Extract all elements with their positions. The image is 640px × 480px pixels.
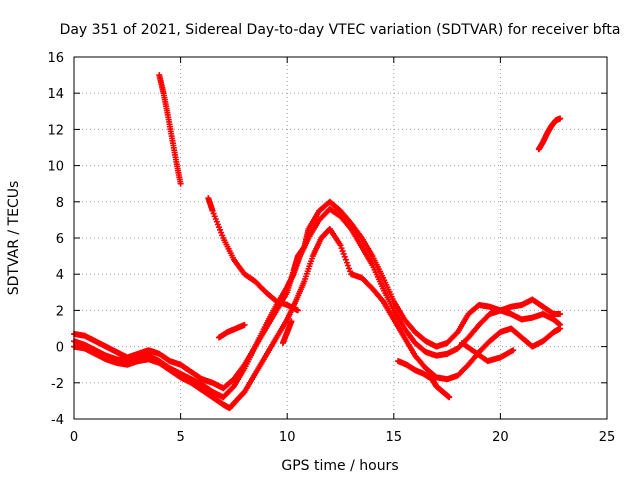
plot-frame [73,56,608,420]
x-tick-label: 20 [492,430,509,445]
y-tick-label: 0 [56,341,64,356]
series-track-5 [156,72,184,187]
y-tick-label: 16 [47,51,64,66]
x-axis-label: GPS time / hours [281,458,398,474]
y-tick-label: 14 [47,87,64,102]
series-track-2 [71,206,564,401]
data-point [347,268,354,275]
data-point [344,262,351,269]
y-tick-label: -4 [51,413,64,428]
x-tick-label: 5 [176,430,184,445]
data-point [177,180,184,187]
data-point [340,250,347,257]
y-tick-label: 2 [56,304,64,319]
series-track-7 [395,358,453,401]
y-tick-label: 6 [56,232,64,247]
x-tick-label: 10 [279,430,296,445]
data-point [341,253,348,260]
data-point [446,394,453,401]
data-point [557,115,564,122]
y-tick-label: 4 [56,268,64,283]
data-point [557,311,564,318]
x-tick-label: 0 [70,430,78,445]
series-track-3 [71,225,564,412]
data-points [71,72,564,412]
grid-lines [74,57,607,419]
data-point [557,325,564,332]
data-point [510,347,517,354]
data-point [338,245,345,252]
series-track-10 [459,339,517,365]
data-point [288,318,295,325]
data-point [294,307,301,314]
series-track-4 [205,195,301,314]
series-track-9 [215,321,248,341]
data-point [337,242,344,249]
data-point [339,248,346,255]
x-tick-labels: 0 5 10 15 20 25 [70,430,615,445]
x-tick-label: 25 [599,430,616,445]
y-tick-label: 12 [47,123,64,138]
data-point [342,256,349,263]
data-point [346,265,353,272]
data-point [343,259,350,266]
series-track-8 [279,318,295,346]
x-tick-label: 15 [386,430,403,445]
chart-title: Day 351 of 2021, Sidereal Day-to-day VTE… [60,22,621,38]
axis-ticks [73,56,608,420]
series-track-6 [535,115,564,153]
y-axis-label: SDTVAR / TECUs [6,181,22,296]
y-tick-label: -2 [51,377,64,392]
y-tick-label: 8 [56,196,64,211]
y-tick-label: 10 [47,160,64,175]
data-point [241,321,248,328]
y-tick-labels: -4 -2 0 2 4 6 8 10 12 14 16 [47,51,64,428]
